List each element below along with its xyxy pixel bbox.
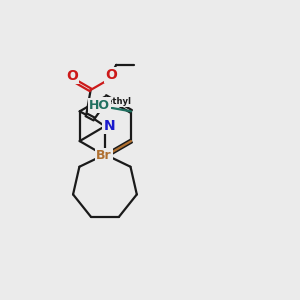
- Text: methyl: methyl: [98, 97, 131, 106]
- Text: HO: HO: [89, 99, 110, 112]
- Text: N: N: [103, 119, 115, 133]
- Text: O: O: [67, 69, 78, 83]
- Text: O: O: [105, 68, 117, 82]
- Text: Br: Br: [96, 149, 112, 162]
